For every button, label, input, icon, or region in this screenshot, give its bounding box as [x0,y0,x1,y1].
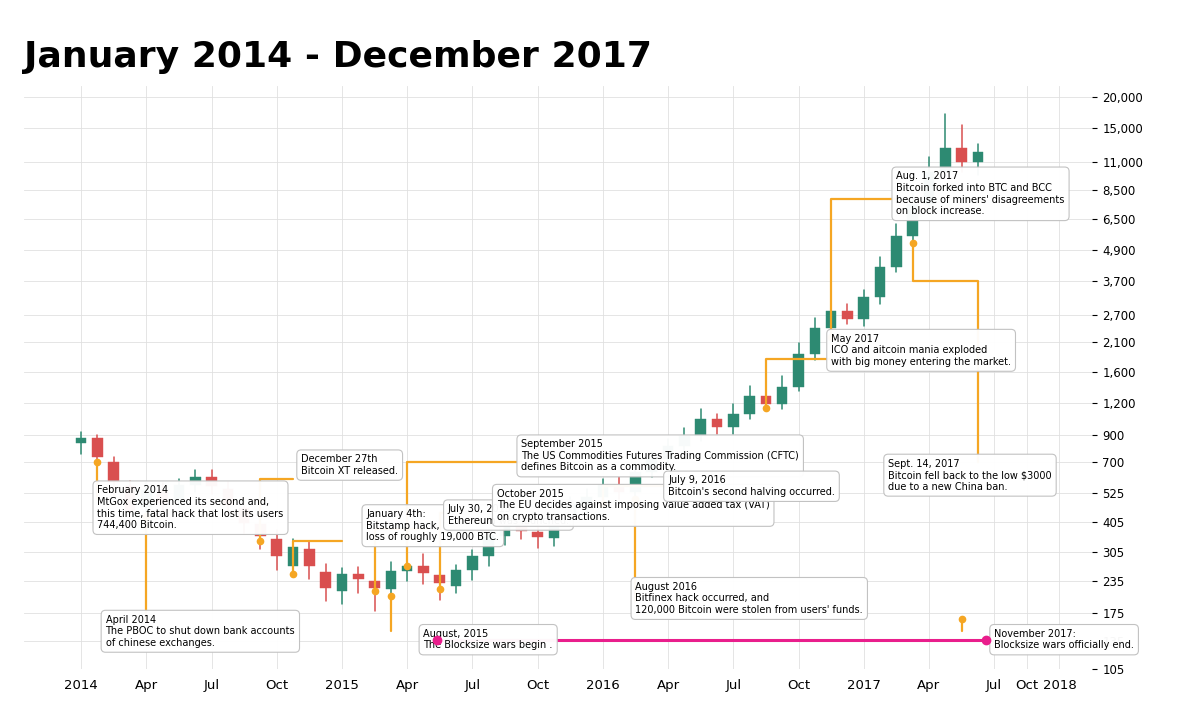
Bar [581,497,592,503]
Bar [533,532,542,538]
Bar [76,439,86,444]
Bar [92,439,103,457]
Text: Aug. 1, 2017
Bitcoin forked into BTC and BCC
because of miners' disagreements
on: Aug. 1, 2017 Bitcoin forked into BTC and… [896,171,1064,216]
Bar [598,485,608,497]
Bar [858,297,869,319]
Bar [728,414,738,426]
Bar [842,311,853,319]
Bar [516,523,527,531]
Bar [647,459,658,472]
Text: July 30, 2015
Ethereum was launched.: July 30, 2015 Ethereum was launched. [448,504,569,526]
Bar [892,236,901,267]
Bar [418,566,428,573]
Bar [370,581,380,588]
Bar [744,395,755,414]
Bar [940,148,950,173]
Text: January 4th:
Bitstamp hack,
loss of roughly 19,000 BTC.: January 4th: Bitstamp hack, loss of roug… [366,509,499,542]
Text: November 2017:
Blocksize wars officially end.: November 2017: Blocksize wars officially… [994,629,1134,651]
Bar [206,477,217,486]
Text: April 2014
The PBOC to shut down bank accounts
of chinese exchanges.: April 2014 The PBOC to shut down bank ac… [106,615,295,648]
Text: January 2014 - December 2017: January 2014 - December 2017 [24,40,652,74]
Bar [793,354,804,388]
Bar [810,329,820,354]
Text: Sept. 14, 2017
Bitcoin fell back to the low $3000
due to a new China ban.: Sept. 14, 2017 Bitcoin fell back to the … [888,459,1052,492]
Bar [630,472,641,493]
Bar [662,446,673,459]
Bar [695,419,706,436]
Bar [108,462,119,482]
Text: December 27th
Bitcoin XT released.: December 27th Bitcoin XT released. [301,454,398,476]
Bar [761,395,772,404]
Bar [174,485,185,501]
Bar [385,571,396,589]
Bar [337,574,347,590]
Bar [239,508,250,523]
Bar [402,566,413,571]
Bar [190,477,200,485]
Text: August 2016
Bitfinex hack occurred, and
120,000 Bitcoin were stolen from users' : August 2016 Bitfinex hack occurred, and … [636,582,863,615]
Bar [288,547,299,566]
Bar [451,570,461,585]
Text: October 2015
The EU decides against imposing value added tax (VAT)
on crypto tra: October 2015 The EU decides against impo… [497,489,769,522]
Bar [826,311,836,329]
Bar [222,489,233,505]
Bar [125,486,136,511]
Bar [271,539,282,556]
Bar [907,203,918,236]
Bar [304,549,314,566]
Bar [434,575,445,583]
Bar [712,419,722,426]
Text: August, 2015
The Blocksize wars begin .: August, 2015 The Blocksize wars begin . [424,629,553,651]
Bar [256,524,265,536]
Text: May 2017
ICO and aitcoin mania exploded
with big money entering the market.: May 2017 ICO and aitcoin mania exploded … [832,334,1012,367]
Bar [972,152,983,162]
Bar [353,574,364,579]
Bar [548,514,559,538]
Bar [157,490,168,503]
Text: July 9, 2016
Bitcoin's second halving occurred.: July 9, 2016 Bitcoin's second halving oc… [668,475,835,497]
Bar [956,148,967,162]
Bar [467,556,478,570]
Text: February 2014
MtGox experienced its second and,
this time, fatal hack that lost : February 2014 MtGox experienced its seco… [97,485,283,530]
Bar [614,485,624,493]
Bar [776,388,787,404]
Bar [565,503,576,514]
Bar [320,572,331,588]
Bar [499,523,510,536]
Bar [679,436,690,446]
Bar [924,173,935,203]
Bar [484,536,494,556]
Bar [875,267,886,297]
Text: September 2015
The US Commodities Futures Trading Commission (CFTC)
defines Bitc: September 2015 The US Commodities Future… [521,439,799,472]
Bar [140,490,151,506]
